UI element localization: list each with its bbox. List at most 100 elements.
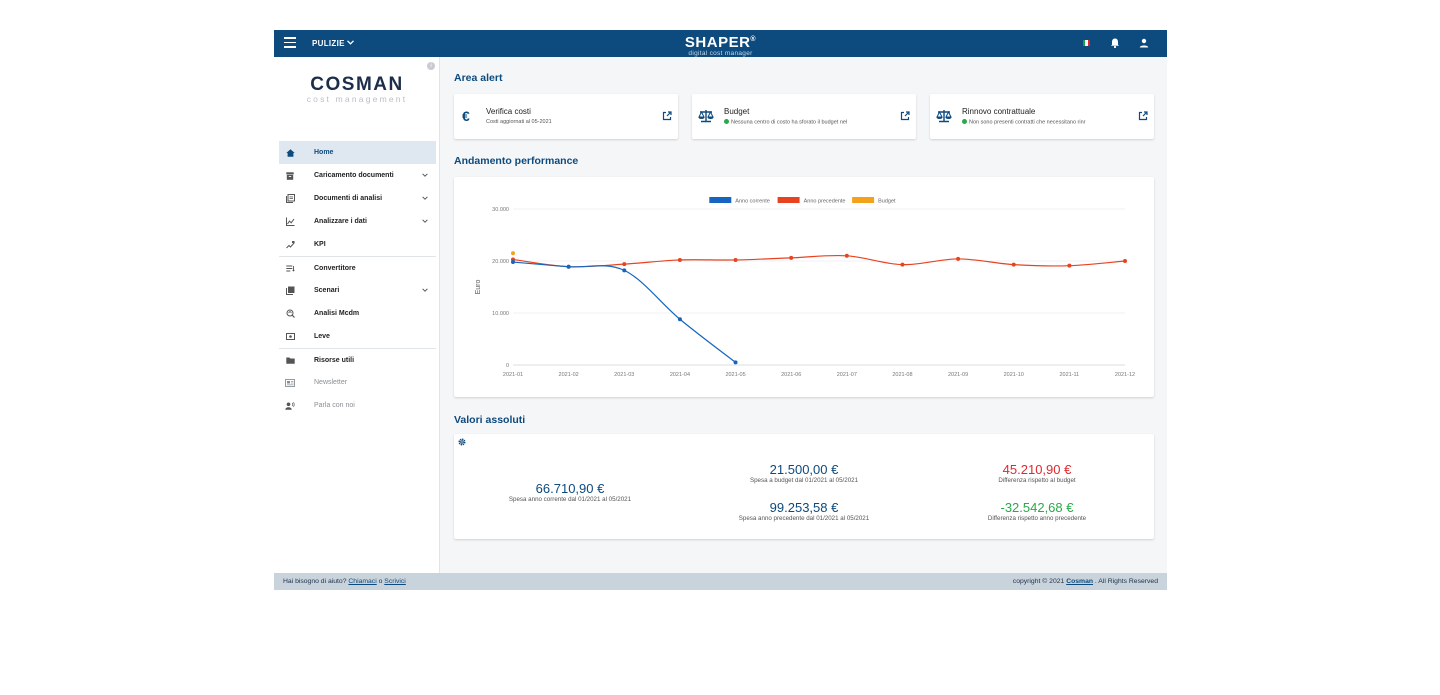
- call-link[interactable]: Chiamaci: [348, 578, 377, 585]
- brand-registered: ®: [750, 36, 757, 43]
- logo-subtitle: cost management: [306, 94, 408, 104]
- italy-flag-icon[interactable]: [1083, 40, 1090, 46]
- alerts-section-title: Area alert: [454, 72, 503, 84]
- absolute-values-card: 66.710,90 € Spesa anno corrente dal 01/2…: [454, 434, 1154, 539]
- brand-subtitle: digital cost manager: [688, 50, 753, 57]
- sidebar-item-analizzare-i-dati[interactable]: Analizzare i dati: [279, 210, 436, 233]
- previous-spend-value: 99.253,58 €: [769, 500, 839, 515]
- sidebar-item-label: Leve: [314, 333, 330, 340]
- newsletter-icon: [285, 378, 295, 387]
- budget-spend-value: 21.500,00 €: [769, 462, 839, 477]
- top-bar: PULIZIE SHAPER® digital cost manager: [274, 30, 1167, 57]
- sidebar-item-documenti-di-analisi[interactable]: Documenti di analisi: [279, 187, 436, 210]
- alert-title: Verifica costi: [486, 107, 531, 116]
- documents-icon: [285, 194, 295, 203]
- x-tick-label: 2021-02: [559, 372, 579, 378]
- brand-title: SHAPER: [684, 34, 751, 51]
- diff-budget-value: 45.210,90 €: [1002, 462, 1072, 477]
- x-tick-label: 2021-11: [1059, 372, 1079, 378]
- scenarios-icon: [285, 286, 295, 295]
- gear-icon[interactable]: [458, 438, 466, 446]
- sidebar-item-analisi-mcdm[interactable]: Analisi Mcdm: [279, 302, 436, 325]
- company-name: Cosman: [1066, 578, 1094, 585]
- archive-icon: [285, 171, 295, 180]
- sidebar-item-scenari[interactable]: Scenari: [279, 279, 436, 302]
- diff-previous-label: Differenza rispetto anno precedente: [987, 515, 1087, 522]
- alert-card-verifica-costi[interactable]: € Verifica costi Costi aggiornati al 05-…: [454, 94, 678, 139]
- brand-logo: SHAPER® digital cost manager: [274, 32, 1167, 58]
- sidebar-item-convertitore[interactable]: Convertitore: [279, 256, 436, 279]
- help-text-row: Hai bisogno di aiuto? Chiamaci o Scrivic…: [283, 578, 406, 585]
- x-tick-label: 2021-10: [1004, 372, 1024, 378]
- sidebar-item-home[interactable]: Home: [279, 141, 436, 164]
- performance-chart-card: 0 10.000 20.000 30.000 2021-01 2021-02 2021-03…: [454, 177, 1154, 397]
- sidebar-item-newsletter[interactable]: Newsletter: [279, 371, 436, 394]
- external-link-icon[interactable]: [1138, 111, 1148, 121]
- sidebar-item-label: Parla con noi: [314, 402, 355, 409]
- alert-title: Budget: [724, 107, 750, 116]
- info-icon[interactable]: i: [427, 62, 435, 70]
- x-tick-label: 2021-06: [781, 372, 801, 378]
- data-point: [622, 268, 627, 273]
- write-link[interactable]: Scrivici: [384, 578, 406, 585]
- sidebar-item-parla-con-noi[interactable]: Parla con noi: [279, 394, 436, 417]
- alert-card-rinnovo-contrattuale[interactable]: Rinnovo contrattuale Non sono presenti c…: [930, 94, 1154, 139]
- legend-swatch: [777, 197, 800, 203]
- data-point: [677, 257, 682, 262]
- sidebar-item-label: Caricamento documenti: [314, 172, 394, 179]
- series-line: [512, 254, 1126, 268]
- budget-spend-block: 21.500,00 € Spesa a budget dal 01/2021 a…: [684, 462, 924, 485]
- data-point: [1123, 259, 1127, 263]
- current-spend-value: 66.710,90 €: [535, 481, 605, 496]
- data-point: [789, 255, 794, 260]
- sidebar: i COSMAN cost management Home Caricament…: [274, 57, 440, 573]
- balance-icon: [936, 110, 952, 123]
- sidebar-item-label: Risorse utili: [314, 356, 355, 364]
- sidebar-item-kpi[interactable]: KPI: [279, 233, 436, 256]
- sidebar-item-leve[interactable]: Leve: [279, 325, 436, 348]
- chevron-down-icon: [422, 196, 428, 200]
- data-point: [511, 251, 515, 256]
- user-icon[interactable]: [1138, 37, 1150, 49]
- sidebar-item-label: Analizzare i dati: [314, 218, 367, 225]
- euro-icon: €: [462, 108, 470, 124]
- company-link[interactable]: Cosman: [1066, 578, 1093, 585]
- chevron-down-icon: [422, 173, 428, 177]
- x-tick-label: 2021-09: [948, 372, 968, 378]
- series-line: [512, 261, 736, 363]
- footer: Hai bisogno di aiuto? Chiamaci o Scrivic…: [274, 573, 1167, 590]
- data-point: [1011, 262, 1016, 267]
- performance-chart: 0 10.000 20.000 30.000 2021-01 2021-02 2021-03…: [475, 197, 1135, 378]
- x-tick-label: 2021-05: [725, 372, 745, 378]
- sidebar-item-label: Convertitore: [314, 264, 356, 272]
- legend-label: Anno corrente: [735, 199, 770, 205]
- sidebar-item-risorse-utili[interactable]: Risorse utili: [279, 348, 436, 371]
- budget-spend-label: Spesa a budget dal 01/2021 al 05/2021: [749, 477, 859, 484]
- chevron-down-icon: [422, 288, 428, 292]
- data-point: [900, 262, 905, 267]
- external-link-icon[interactable]: [900, 111, 910, 121]
- y-tick-label: 0: [506, 363, 509, 369]
- data-point: [622, 262, 627, 267]
- category-selector[interactable]: PULIZIE: [312, 39, 355, 48]
- x-tick-label: 2021-01: [503, 372, 523, 378]
- menu-icon[interactable]: [284, 37, 296, 49]
- or-text: o: [378, 578, 383, 585]
- current-spend-label: Spesa anno corrente dal 01/2021 al 05/20…: [508, 496, 632, 503]
- y-tick-label: 20.000: [492, 259, 509, 265]
- cosman-logo: COSMAN cost management: [274, 75, 440, 104]
- performance-section-title: Andamento performance: [454, 155, 579, 167]
- legend-swatch: [709, 197, 732, 203]
- data-point: [677, 317, 682, 322]
- balance-icon: [698, 110, 714, 123]
- alert-card-budget[interactable]: Budget Nessuna centro di costo ha sforat…: [692, 94, 916, 139]
- x-tick-label: 2021-07: [837, 372, 857, 378]
- sidebar-item-label: Home: [314, 149, 334, 156]
- data-point: [733, 257, 738, 262]
- external-link-icon[interactable]: [662, 111, 672, 121]
- chevron-down-icon: [422, 219, 428, 223]
- bell-icon[interactable]: [1109, 37, 1121, 49]
- sidebar-item-label: Documenti di analisi: [314, 195, 383, 202]
- mcdm-icon: [285, 309, 295, 318]
- sidebar-item-caricamento-documenti[interactable]: Caricamento documenti: [279, 164, 436, 187]
